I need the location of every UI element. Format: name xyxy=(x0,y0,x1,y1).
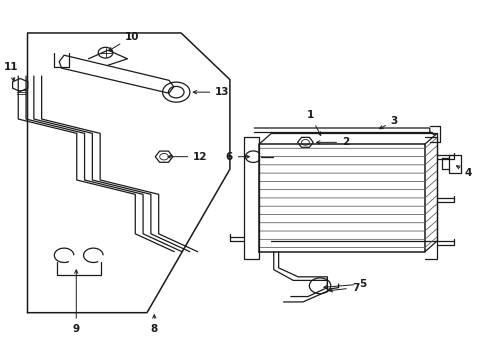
Text: 7: 7 xyxy=(328,283,358,293)
Text: 1: 1 xyxy=(306,111,320,135)
Text: 3: 3 xyxy=(379,116,397,129)
Text: 9: 9 xyxy=(73,270,80,334)
Text: 11: 11 xyxy=(4,62,19,81)
Text: 10: 10 xyxy=(109,32,139,51)
Text: 6: 6 xyxy=(225,152,249,162)
Text: 8: 8 xyxy=(150,315,158,334)
Text: 12: 12 xyxy=(167,152,207,162)
Text: 2: 2 xyxy=(316,138,348,147)
Text: 5: 5 xyxy=(323,279,366,289)
Text: 13: 13 xyxy=(193,87,229,97)
Text: 4: 4 xyxy=(456,166,471,178)
